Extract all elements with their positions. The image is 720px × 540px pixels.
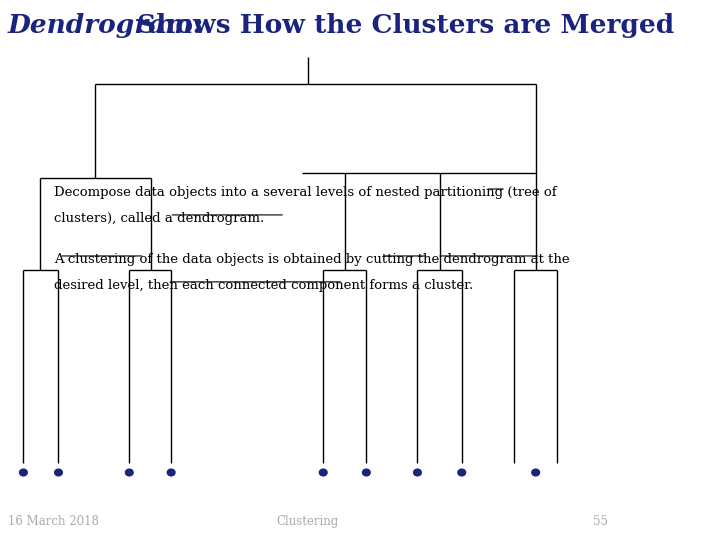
Text: 16 March 2018: 16 March 2018: [8, 515, 99, 528]
Circle shape: [167, 469, 175, 476]
Text: clusters), called a dendrogram.: clusters), called a dendrogram.: [54, 212, 264, 225]
Text: A clustering of the data objects is obtained by cutting the dendrogram at the: A clustering of the data objects is obta…: [54, 253, 570, 266]
Text: Clustering: Clustering: [276, 515, 339, 528]
Circle shape: [320, 469, 327, 476]
Text: Decompose data objects into a several levels of nested partitioning (tree of: Decompose data objects into a several le…: [54, 186, 557, 199]
Circle shape: [458, 469, 466, 476]
Text: Shows How the Clusters are Merged: Shows How the Clusters are Merged: [128, 14, 675, 38]
Circle shape: [19, 469, 27, 476]
Circle shape: [532, 469, 539, 476]
Text: Dendrogram:: Dendrogram:: [8, 14, 204, 38]
Circle shape: [55, 469, 63, 476]
Text: desired level, then each connected component forms a cluster.: desired level, then each connected compo…: [54, 279, 474, 292]
Circle shape: [125, 469, 133, 476]
Circle shape: [362, 469, 370, 476]
Circle shape: [413, 469, 421, 476]
Text: 55: 55: [593, 515, 608, 528]
